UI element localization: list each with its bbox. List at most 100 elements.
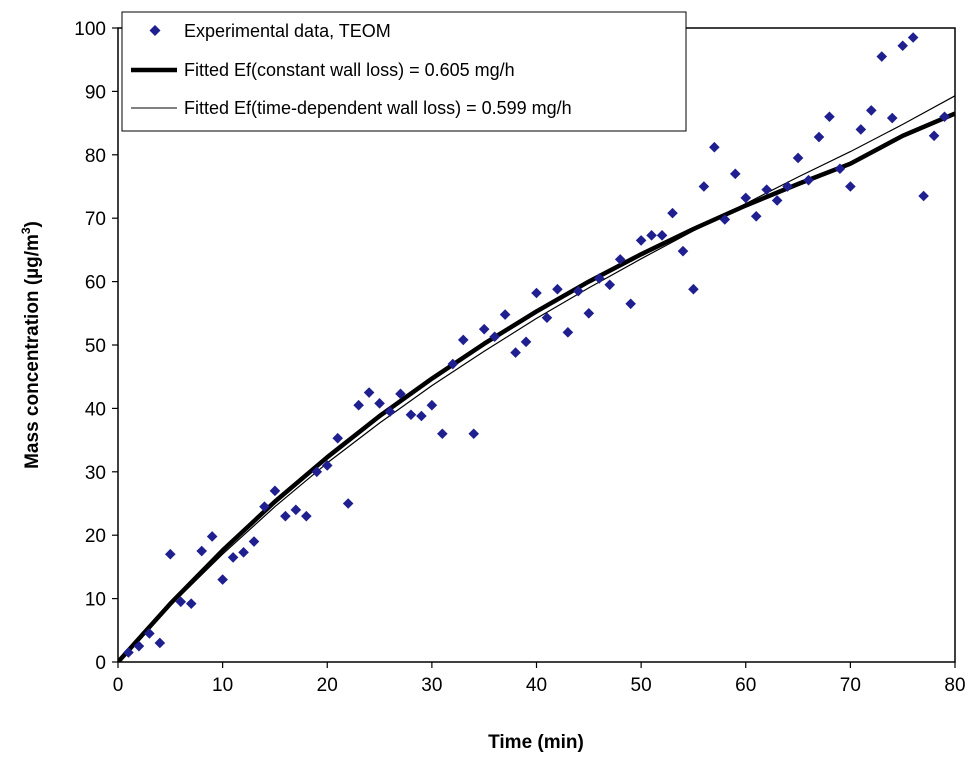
data-point-diamond	[405, 409, 417, 421]
data-point-diamond	[719, 214, 731, 225]
y-tick-label: 50	[85, 336, 106, 357]
x-tick-label: 80	[944, 675, 965, 696]
y-tick-label: 100	[74, 19, 106, 40]
data-point-diamond	[876, 51, 888, 62]
data-point-diamond	[447, 358, 459, 370]
data-point-diamond	[740, 192, 752, 204]
data-point-diamond	[353, 399, 364, 411]
data-point-diamond	[824, 111, 835, 123]
data-point-diamond	[583, 308, 595, 319]
data-point-diamond	[196, 545, 207, 557]
data-point-diamond	[677, 245, 689, 257]
data-point-diamond	[531, 287, 542, 299]
data-point-diamond	[311, 466, 323, 478]
y-tick-label: 20	[85, 526, 106, 547]
data-point-diamond	[123, 647, 134, 658]
y-tick-label: 80	[85, 146, 106, 167]
data-point-diamond	[635, 235, 647, 246]
data-point-diamond	[374, 398, 385, 409]
data-point-diamond	[918, 190, 929, 202]
data-point-diamond	[625, 298, 636, 310]
data-point-diamond	[604, 279, 616, 291]
data-point-diamond	[897, 40, 908, 52]
y-tick-label: 70	[85, 209, 106, 230]
x-tick-label: 40	[526, 675, 547, 696]
data-point-diamond	[729, 168, 741, 180]
data-point-diamond	[144, 628, 155, 639]
x-tick-label: 50	[631, 675, 652, 696]
data-point-diamond	[541, 312, 553, 324]
data-point-diamond	[646, 230, 657, 241]
x-tick-label: 10	[212, 675, 233, 696]
data-point-diamond	[573, 285, 584, 297]
data-point-diamond	[301, 510, 312, 522]
data-point-diamond	[709, 141, 720, 153]
fit-line-thin	[118, 95, 956, 662]
data-point-diamond	[478, 323, 490, 335]
data-point-diamond	[552, 283, 563, 295]
data-point-diamond	[259, 501, 270, 512]
legend-box	[121, 11, 687, 132]
data-point-diamond	[614, 254, 626, 265]
data-point-diamond	[321, 460, 333, 471]
y-tick-label: 90	[85, 82, 106, 103]
data-point-diamond	[771, 195, 783, 206]
data-point-diamond	[269, 485, 281, 497]
data-point-diamond	[280, 510, 291, 522]
data-point-diamond	[520, 336, 532, 348]
data-point-diamond	[834, 163, 846, 175]
data-point-diamond	[688, 283, 699, 295]
data-point-diamond	[845, 181, 856, 192]
y-axis-title-sup: 3	[19, 227, 33, 234]
y-tick-label: 0	[95, 653, 106, 674]
data-point-diamond	[499, 309, 511, 320]
data-point-diamond	[426, 399, 438, 411]
data-point-diamond	[907, 32, 919, 43]
legend-label-constant: Fitted Ef(constant wall loss) = 0.605 mg…	[184, 60, 515, 80]
y-tick-label: 10	[85, 590, 106, 611]
y-tick-label: 30	[85, 463, 106, 484]
data-point-diamond	[165, 548, 176, 560]
fit-line-thick	[118, 111, 956, 662]
data-point-diamond	[248, 536, 260, 547]
data-point-diamond	[457, 334, 469, 346]
data-point-diamond	[332, 432, 344, 444]
x-tick-label: 60	[735, 675, 756, 696]
data-point-diamond	[185, 598, 197, 609]
data-point-diamond	[154, 637, 166, 649]
legend: Experimental data, TEOM Fitted Ef(consta…	[121, 11, 687, 132]
y-tick-label: 60	[85, 273, 106, 294]
axes-layer: 0 10 20 30 40 50 60 70 80 90 100 0 10 20 30 40 50 60 70 80	[74, 19, 965, 696]
data-point-diamond	[468, 428, 480, 440]
data-point-diamond	[175, 596, 187, 608]
data-point-diamond	[416, 410, 427, 422]
data-point-diamond	[437, 428, 448, 440]
data-point-diamond	[698, 181, 710, 192]
data-point-diamond	[133, 640, 145, 652]
data-point-diamond	[667, 207, 678, 219]
y-axis-title-main: Mass concentration (µg/m	[22, 234, 43, 469]
data-point-diamond	[939, 111, 950, 123]
data-point-diamond	[855, 124, 867, 135]
data-point-diamond	[866, 105, 877, 116]
y-tick-label: 40	[85, 399, 106, 420]
data-point-diamond	[656, 230, 668, 241]
data-point-diamond	[792, 152, 804, 164]
data-point-diamond	[489, 331, 500, 343]
x-tick-label: 70	[840, 675, 861, 696]
data-point-diamond	[238, 547, 249, 558]
x-tick-label: 0	[113, 675, 124, 696]
data-point-diamond	[217, 574, 228, 585]
y-axis-title: Mass concentration (µg/m3)	[19, 221, 43, 469]
data-point-diamond	[782, 181, 793, 192]
y-axis-title-end: )	[22, 221, 43, 227]
data-point-diamond	[290, 504, 302, 516]
data-point-diamond	[813, 131, 825, 143]
data-point-diamond	[342, 498, 354, 509]
legend-label-experimental: Experimental data, TEOM	[184, 21, 391, 41]
data-point-diamond	[363, 387, 375, 398]
data-point-diamond	[395, 388, 406, 400]
data-point-diamond	[886, 112, 898, 124]
data-point-diamond	[928, 130, 940, 142]
